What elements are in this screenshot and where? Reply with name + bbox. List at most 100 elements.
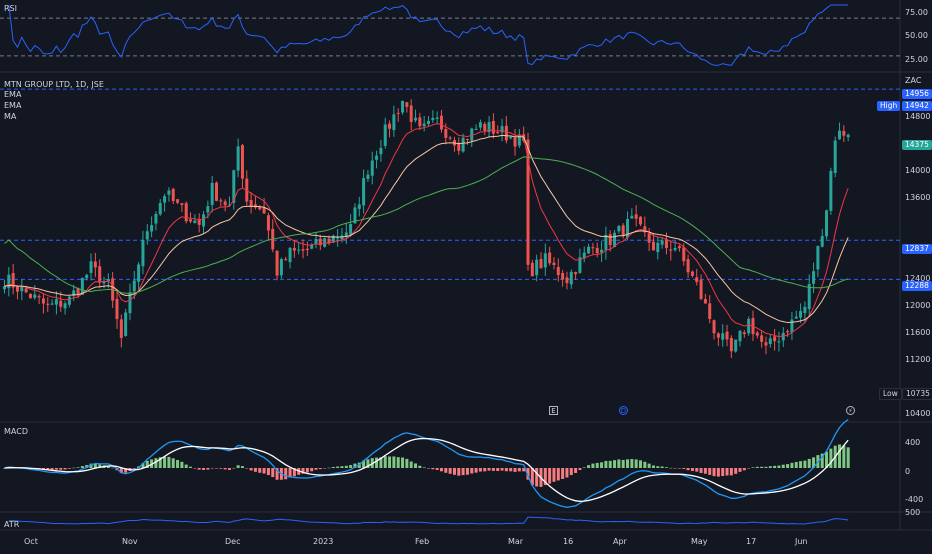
candle-body [193, 220, 197, 224]
candle-body [362, 178, 366, 206]
time-label-may: May [691, 537, 708, 546]
candle-body [383, 124, 387, 146]
macd-hist-bar [755, 466, 759, 468]
earnings-marker-icon[interactable]: E [549, 406, 558, 415]
macd-hist-bar [236, 465, 240, 468]
candle-body [163, 196, 167, 203]
time-label-16: 16 [563, 537, 574, 546]
macd-hist-bar [232, 467, 236, 469]
ema-slow-legend[interactable]: EMA [4, 101, 22, 110]
macd-hist-bar [271, 468, 275, 478]
candle-body [587, 246, 591, 254]
candle-body [323, 238, 327, 247]
low-price-tag: 10735 [902, 388, 932, 400]
macd-hist-bar [781, 464, 785, 468]
price-tick-12000: 12000 [905, 301, 931, 310]
ema-fast-legend[interactable]: EMA [4, 90, 22, 99]
macd-hist-bar [448, 468, 452, 474]
candle-body [773, 336, 777, 342]
macd-hist-bar [729, 468, 733, 476]
candle-body [232, 170, 236, 203]
macd-hist-bar [439, 468, 443, 472]
macd-hist-bar [552, 468, 556, 482]
candle-body [176, 199, 180, 203]
macd-hist-bar [470, 468, 474, 474]
candle-body [478, 122, 482, 128]
macd-hist-bar [574, 468, 578, 474]
candle-body [483, 123, 487, 131]
candle-body [738, 330, 742, 342]
macd-hist-bar [353, 463, 357, 468]
candle-body [37, 296, 41, 298]
symbol-title[interactable]: MTN GROUP LTD, 1D, JSE [4, 80, 104, 89]
candle-body [803, 306, 807, 314]
candle-body [24, 288, 28, 293]
macd-hist-bar [3, 468, 6, 469]
time-label-oct: Oct [24, 537, 38, 546]
candle-body [336, 237, 340, 239]
macd-hist-bar [202, 468, 206, 470]
split-marker-icon[interactable]: ⚡ [846, 406, 855, 415]
candle-body [418, 117, 422, 127]
candle-body [799, 311, 803, 318]
candle-body [197, 219, 201, 225]
candle-body [63, 303, 67, 309]
candle-body [141, 239, 145, 267]
macd-hist-bar [219, 468, 223, 469]
candle-body [509, 136, 513, 139]
candle-body [673, 247, 677, 251]
macd-hist-bar [422, 467, 426, 468]
macd-hist-bar [266, 468, 270, 476]
macd-hist-bar [362, 460, 366, 468]
macd-hist-bar [812, 457, 816, 468]
macd-pane-label[interactable]: MACD [4, 427, 28, 436]
candle-body [15, 285, 19, 292]
candle-body [444, 129, 448, 138]
candle-body [128, 292, 132, 314]
candle-body [630, 215, 634, 219]
macd-hist-bar [258, 468, 262, 473]
candle-body [318, 238, 322, 246]
ma-legend[interactable]: MA [4, 112, 17, 121]
candle-body [651, 241, 655, 251]
dividend-marker-icon[interactable]: D [619, 406, 628, 415]
candle-body [448, 137, 452, 139]
macd-hist-bar [621, 459, 625, 468]
macd-hist-bar [591, 463, 595, 468]
ema-slow-line [4, 134, 849, 324]
macd-hist-bar [85, 465, 89, 468]
macd-hist-bar [262, 468, 266, 474]
candle-body [552, 262, 556, 266]
macd-hist-bar [660, 466, 664, 468]
candle-body [643, 226, 647, 233]
candle-body [690, 271, 694, 276]
macd-hist-bar [314, 468, 318, 470]
macd-hist-bar [509, 468, 513, 472]
macd-histogram [3, 444, 850, 487]
rsi-tick-75: 75.00 [905, 8, 928, 17]
candle-body [725, 331, 729, 340]
macd-hist-bar [336, 466, 340, 468]
candles [3, 99, 850, 359]
candle-body [634, 214, 638, 219]
candle-body [539, 258, 543, 269]
candle-body [716, 333, 720, 338]
macd-hist-bar [522, 468, 526, 472]
macd-hist-bar [163, 456, 167, 468]
candle-body [439, 115, 443, 130]
candle-body [682, 247, 686, 262]
candle-body [375, 155, 379, 160]
candle-body [227, 204, 231, 206]
macd-hist-bar [690, 468, 694, 471]
macd-hist-bar [764, 466, 768, 468]
atr-pane-label[interactable]: ATR [4, 520, 20, 529]
candle-body [401, 100, 405, 113]
price-tick-11600: 11600 [905, 328, 931, 337]
macd-hist-bar [673, 468, 677, 469]
rsi-pane-label[interactable]: RSI [4, 4, 17, 13]
macd-hist-bar [452, 468, 456, 475]
candle-body [106, 279, 110, 282]
macd-hist-bar [63, 468, 67, 470]
ma-line [4, 156, 849, 294]
